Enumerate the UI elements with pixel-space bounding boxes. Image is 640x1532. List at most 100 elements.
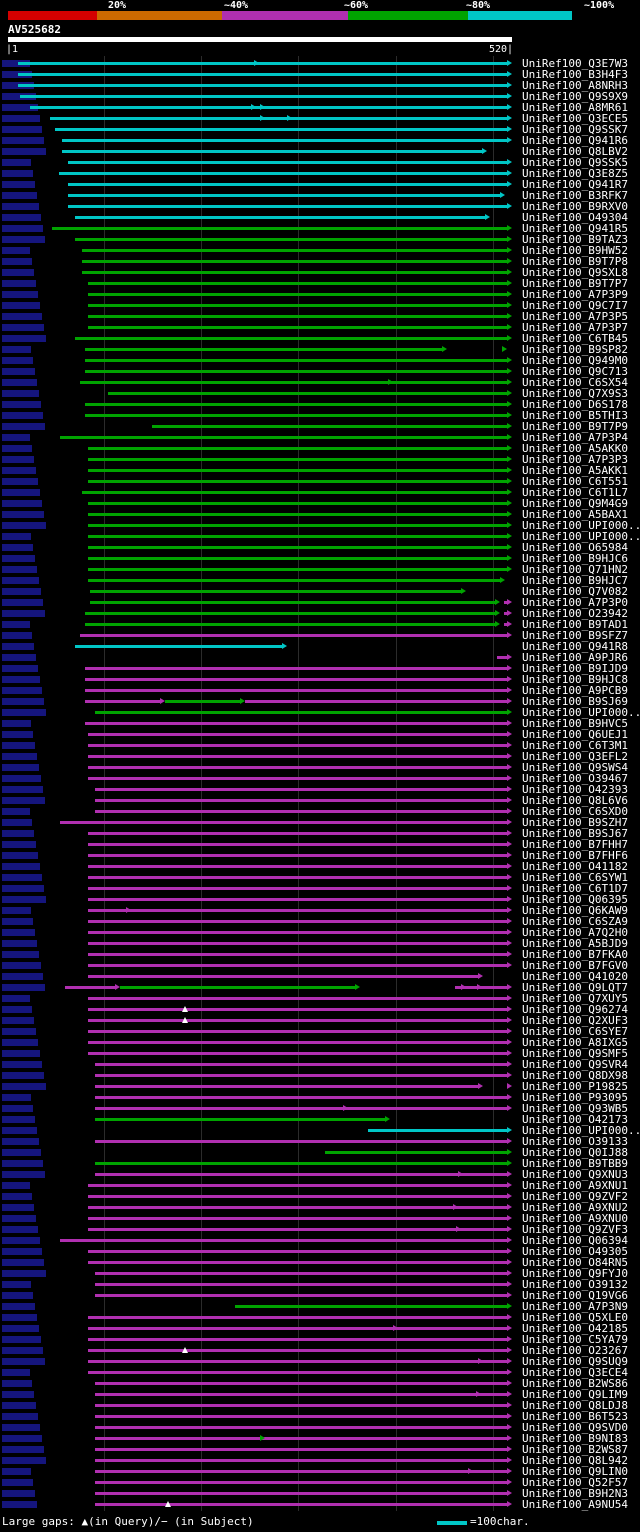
hit-bar-segment[interactable]	[87, 557, 508, 560]
hit-description-link[interactable]	[2, 1391, 34, 1398]
hit-bar-segment[interactable]	[95, 810, 508, 813]
hit-label[interactable]: UniRef100_B9RXV0	[522, 200, 628, 213]
hit-label[interactable]: UniRef100_O39132	[522, 1278, 628, 1291]
hit-description-link[interactable]	[2, 852, 38, 859]
hit-bar-segment[interactable]	[87, 909, 508, 912]
hit-bar-segment[interactable]	[87, 1349, 508, 1352]
hit-bar-segment[interactable]	[87, 942, 508, 945]
hit-description-link[interactable]	[2, 280, 36, 287]
hit-bar-segment[interactable]	[87, 293, 508, 296]
hit-label[interactable]: UniRef100_O42393	[522, 783, 628, 796]
hit-label[interactable]: UniRef100_Q19VG6	[522, 1289, 628, 1302]
hit-label[interactable]: UniRef100_Q941R7	[522, 178, 628, 191]
hit-label[interactable]: UniRef100_A9PJR6	[522, 651, 628, 664]
hit-description-link[interactable]	[2, 940, 37, 947]
hit-bar-segment[interactable]	[95, 1415, 508, 1418]
hit-description-link[interactable]	[2, 1369, 30, 1376]
hit-bar-segment[interactable]	[81, 491, 508, 494]
hit-label[interactable]: UniRef100_B7FHH7	[522, 838, 628, 851]
hit-description-link[interactable]	[2, 1413, 38, 1420]
hit-description-link[interactable]	[2, 973, 43, 980]
hit-label[interactable]: UniRef100_B2WS87	[522, 1443, 628, 1456]
hit-label[interactable]: UniRef100_O49304	[522, 211, 628, 224]
hit-label[interactable]: UniRef100_C6SYE7	[522, 1025, 628, 1038]
hit-label[interactable]: UniRef100_B9HJC7	[522, 574, 628, 587]
hit-label[interactable]: UniRef100_B6T523	[522, 1410, 628, 1423]
hit-label[interactable]: UniRef100_C6T1D7	[522, 882, 628, 895]
hit-label[interactable]: UniRef100_A5BJD9	[522, 937, 628, 950]
hit-label[interactable]: UniRef100_B9SP82	[522, 343, 628, 356]
hit-bar-segment[interactable]	[84, 667, 508, 670]
hit-description-link[interactable]	[2, 1039, 38, 1046]
hit-label[interactable]: UniRef100_B9IJD9	[522, 662, 628, 675]
hit-description-link[interactable]	[2, 214, 41, 221]
hit-description-link[interactable]	[2, 1061, 42, 1068]
hit-bar-segment[interactable]	[95, 1074, 508, 1077]
hit-label[interactable]: UniRef100_Q8L942	[522, 1454, 628, 1467]
hit-label[interactable]: UniRef100_Q6KAW9	[522, 904, 628, 917]
hit-label[interactable]: UniRef100_A7P3P3	[522, 453, 628, 466]
hit-bar-segment[interactable]	[68, 205, 508, 208]
hit-bar-segment[interactable]	[119, 986, 356, 989]
hit-description-link[interactable]	[2, 1325, 39, 1332]
hit-label[interactable]: UniRef100_Q9C7I7	[522, 299, 628, 312]
hit-bar-segment[interactable]	[87, 766, 508, 769]
hit-description-link[interactable]	[2, 1050, 40, 1057]
hit-description-link[interactable]	[2, 1314, 37, 1321]
hit-description-link[interactable]	[2, 1270, 46, 1277]
hit-bar-segment[interactable]	[87, 480, 508, 483]
hit-bar-segment[interactable]	[95, 1162, 508, 1165]
hit-label[interactable]: UniRef100_C6T3M1	[522, 739, 628, 752]
hit-bar-segment[interactable]	[87, 315, 508, 318]
hit-label[interactable]: UniRef100_Q3ECE4	[522, 1366, 628, 1379]
hit-bar-segment[interactable]	[87, 1184, 508, 1187]
hit-bar-segment[interactable]	[95, 1085, 479, 1088]
hit-bar-segment[interactable]	[68, 194, 502, 197]
hit-bar-segment[interactable]	[95, 1140, 508, 1143]
hit-description-link[interactable]	[2, 357, 33, 364]
hit-description-link[interactable]	[2, 632, 32, 639]
hit-label[interactable]: UniRef100_Q9SSK7	[522, 123, 628, 136]
hit-bar-segment[interactable]	[87, 832, 508, 835]
hit-label[interactable]: UniRef100_B9H2N3	[522, 1487, 628, 1500]
hit-label[interactable]: UniRef100_Q52F57	[522, 1476, 628, 1489]
hit-label[interactable]: UniRef100_O23942	[522, 607, 628, 620]
hit-description-link[interactable]	[2, 137, 44, 144]
hit-label[interactable]: UniRef100_Q9SXL8	[522, 266, 628, 279]
hit-description-link[interactable]	[2, 1281, 31, 1288]
hit-label[interactable]: UniRef100_O39133	[522, 1135, 628, 1148]
hit-description-link[interactable]	[2, 148, 46, 155]
hit-bar-segment[interactable]	[108, 392, 508, 395]
hit-label[interactable]: UniRef100_A7P3P7	[522, 321, 628, 334]
hit-label[interactable]: UniRef100_B5THI3	[522, 409, 628, 422]
hit-description-link[interactable]	[2, 1017, 34, 1024]
hit-description-link[interactable]	[2, 1259, 44, 1266]
hit-label[interactable]: UniRef100_B7FKA0	[522, 948, 628, 961]
hit-bar-segment[interactable]	[60, 1239, 508, 1242]
hit-label[interactable]: UniRef100_Q2XUF3	[522, 1014, 628, 1027]
hit-label[interactable]: UniRef100_B9HJC6	[522, 552, 628, 565]
hit-bar-segment[interactable]	[49, 117, 508, 120]
hit-description-link[interactable]	[2, 797, 45, 804]
hit-bar-segment[interactable]	[87, 1206, 508, 1209]
hit-description-link[interactable]	[2, 1446, 44, 1453]
hit-description-link[interactable]	[2, 346, 31, 353]
hit-label[interactable]: UniRef100_B9SJ69	[522, 695, 628, 708]
hit-label[interactable]: UniRef100_A7Q2H0	[522, 926, 628, 939]
hit-description-link[interactable]	[2, 1358, 45, 1365]
hit-description-link[interactable]	[2, 192, 37, 199]
hit-bar-segment[interactable]	[17, 73, 508, 76]
hit-bar-segment[interactable]	[68, 183, 508, 186]
hit-description-link[interactable]	[2, 93, 36, 100]
hit-bar-segment[interactable]	[87, 546, 508, 549]
hit-bar-segment[interactable]	[60, 436, 508, 439]
hit-description-link[interactable]	[2, 478, 38, 485]
hit-description-link[interactable]	[2, 1028, 36, 1035]
hit-label[interactable]: UniRef100_Q9LIN0	[522, 1465, 628, 1478]
hit-label[interactable]: UniRef100_B9HW52	[522, 244, 628, 257]
hit-description-link[interactable]	[2, 676, 40, 683]
hit-description-link[interactable]	[2, 170, 33, 177]
hit-bar-segment[interactable]	[496, 656, 508, 659]
hit-description-link[interactable]	[2, 203, 39, 210]
hit-bar-segment[interactable]	[95, 1096, 508, 1099]
